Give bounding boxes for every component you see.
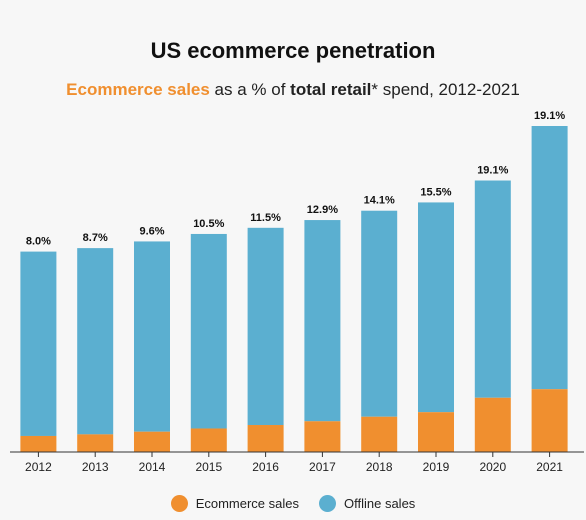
x-tick-label-2015: 2015: [195, 460, 222, 474]
bar-ecommerce-2012: [20, 435, 57, 452]
subtitle-ecommerce-sales: Ecommerce sales: [66, 80, 210, 99]
x-tick-label-2016: 2016: [252, 460, 279, 474]
data-label-2013: 8.7%: [83, 232, 108, 244]
x-tick-label-2017: 2017: [309, 460, 336, 474]
stacked-bar-chart: 8.0% 2012 8.7% 2013 9.6% 2014 10.5% 2015 11.5% 20…: [10, 110, 584, 474]
chart-subtitle: Ecommerce sales as a % of total retail* …: [0, 80, 586, 100]
x-tick-label-2013: 2013: [82, 460, 109, 474]
bar-ecommerce-2014: [134, 431, 170, 452]
bar-offline-2017: [304, 220, 341, 422]
data-label-2020: 19.1%: [477, 165, 508, 177]
x-tick-label-2021: 2021: [536, 460, 563, 474]
data-label-2014: 9.6%: [139, 225, 164, 237]
data-label-2018: 14.1%: [364, 195, 395, 207]
data-label-2021: 19.1%: [534, 110, 565, 122]
bar-offline-2015: [190, 233, 227, 429]
bar-offline-2012: [20, 251, 57, 436]
subtitle-spend-range: * spend, 2012-2021: [371, 80, 520, 99]
x-tick-label-2014: 2014: [139, 460, 166, 474]
bar-ecommerce-2018: [361, 416, 398, 452]
bar-ecommerce-2021: [531, 389, 568, 452]
x-tick-label-2020: 2020: [479, 460, 506, 474]
bar-offline-2013: [77, 248, 114, 435]
x-tick-label-2018: 2018: [366, 460, 393, 474]
bar-offline-2018: [361, 210, 398, 417]
bar-offline-2016: [247, 227, 284, 426]
bar-ecommerce-2019: [418, 412, 454, 452]
x-tick-label-2019: 2019: [423, 460, 450, 474]
legend-item-ecommerce: Ecommerce sales: [170, 495, 299, 512]
legend-item-offline: Offline sales: [319, 495, 415, 512]
bar-ecommerce-2015: [190, 428, 227, 452]
data-label-2016: 11.5%: [250, 212, 281, 224]
bar-offline-2020: [474, 180, 511, 398]
legend-label-ecommerce: Ecommerce sales: [195, 496, 299, 511]
bar-offline-2014: [134, 241, 170, 432]
bar-ecommerce-2016: [247, 425, 284, 452]
legend-swatch-offline: [319, 495, 336, 512]
data-label-2019: 15.5%: [420, 186, 451, 198]
chart-legend: Ecommerce sales Offline sales: [0, 495, 586, 512]
data-label-2012: 8.0%: [26, 236, 51, 248]
data-label-2017: 12.9%: [307, 204, 338, 216]
bar-offline-2019: [418, 202, 454, 413]
data-label-2015: 10.5%: [193, 218, 224, 230]
subtitle-as-percent-of: as a % of: [209, 80, 291, 99]
bar-ecommerce-2020: [474, 397, 511, 452]
legend-label-offline: Offline sales: [344, 496, 416, 511]
subtitle-total-retail: total retail: [290, 80, 372, 99]
legend-swatch-ecommerce: [170, 495, 188, 512]
bar-ecommerce-2013: [77, 434, 114, 452]
bar-ecommerce-2017: [304, 421, 341, 452]
bar-offline-2021: [531, 126, 568, 390]
x-tick-label-2012: 2012: [25, 460, 52, 474]
chart-title: US ecommerce penetration: [150, 38, 436, 63]
